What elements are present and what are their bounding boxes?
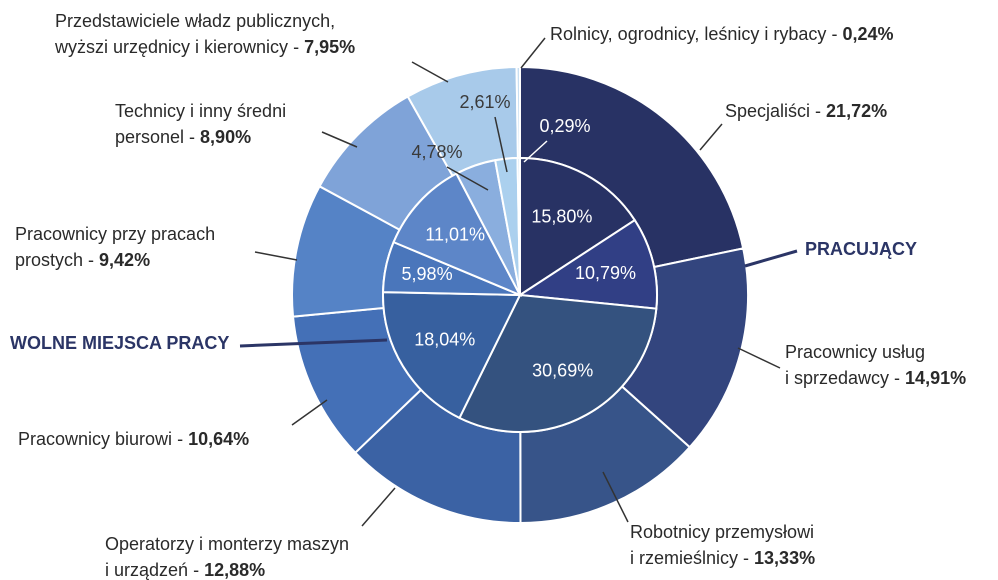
category-name: Rolnicy, ogrodnicy, leśnicy i rybacy bbox=[550, 24, 826, 44]
series-label: PRACUJĄCY bbox=[805, 239, 917, 259]
series-pointer bbox=[239, 338, 388, 348]
inner-value-label: 4,78% bbox=[411, 142, 462, 162]
separator: - bbox=[88, 250, 94, 270]
leader-line bbox=[737, 347, 781, 369]
inner-value-label: 10,79% bbox=[575, 263, 636, 283]
segment bbox=[392, 172, 523, 297]
category-line: Przedstawiciele władz publicznych, bbox=[55, 11, 335, 31]
inner-value-label: 11,01% bbox=[425, 224, 485, 244]
category-label: Specjaliści -21,72% bbox=[725, 101, 887, 121]
category-label: Pracownicy przy pracach prostych -9,42% bbox=[15, 224, 215, 270]
outer-value-label: 21,72% bbox=[826, 101, 887, 121]
category-name: Operatorzy i monterzy maszyn i urządzeń bbox=[105, 534, 349, 580]
separator: - bbox=[293, 37, 299, 57]
category-line: Pracownicy usług bbox=[785, 342, 925, 362]
inner-value-label: 30,69% bbox=[532, 361, 593, 381]
outer-value-label: 9,42% bbox=[99, 250, 150, 270]
inner-value-label: 5,98% bbox=[402, 264, 453, 284]
leader-line bbox=[520, 37, 546, 69]
leader-line bbox=[699, 123, 723, 151]
separator: - bbox=[894, 368, 900, 388]
category-label: Robotnicy przemysłowi i rzemieślnicy -13,3… bbox=[630, 522, 815, 568]
outer-value-label: 0,24% bbox=[842, 24, 893, 44]
leader-line bbox=[446, 166, 489, 191]
segment bbox=[519, 156, 637, 297]
category-name: Robotnicy przemysłowi i rzemieślnicy bbox=[630, 522, 814, 568]
outer-value-label: 7,95% bbox=[304, 37, 355, 57]
inner-value-label: 18,04% bbox=[414, 329, 475, 349]
category-label: Rolnicy, ogrodnicy, leśnicy i rybacy -0,2… bbox=[550, 24, 893, 44]
category-label: Technicy i inny średni personel -8,90% bbox=[115, 101, 286, 147]
leader-line bbox=[254, 251, 298, 261]
separator: - bbox=[831, 24, 837, 44]
category-line: Specjaliści bbox=[725, 101, 810, 121]
category-line: personel bbox=[115, 127, 184, 147]
separator: - bbox=[193, 560, 199, 580]
category-name: Specjaliści bbox=[725, 101, 810, 121]
segment bbox=[517, 218, 658, 310]
inner-value-label: 0,29% bbox=[539, 116, 590, 136]
outer-value-label: 13,33% bbox=[754, 548, 815, 568]
category-line: i urządzeń bbox=[105, 560, 188, 580]
category-line: Robotnicy przemysłowi bbox=[630, 522, 814, 542]
category-line: i sprzedawcy bbox=[785, 368, 889, 388]
leader-line bbox=[523, 140, 548, 163]
category-name: Przedstawiciele władz publicznych, wyższi… bbox=[54, 11, 335, 57]
inner-value-label: 2,61% bbox=[459, 92, 510, 112]
segment bbox=[458, 293, 658, 433]
segment bbox=[515, 65, 521, 160]
category-line: i rzemieślnicy bbox=[630, 548, 738, 568]
segment bbox=[382, 291, 522, 420]
category-line: Pracownicy biurowi bbox=[18, 429, 172, 449]
category-name: Technicy i inny średni personel bbox=[115, 101, 286, 147]
leader-line bbox=[411, 61, 449, 83]
category-label: Pracownicy biurowi -10,64% bbox=[18, 429, 249, 449]
separator: - bbox=[177, 429, 183, 449]
leader-line bbox=[291, 399, 328, 426]
category-line: Technicy i inny średni bbox=[115, 101, 286, 121]
leader-line bbox=[494, 116, 508, 173]
series-pointer bbox=[744, 249, 798, 268]
category-line: Rolnicy, ogrodnicy, leśnicy i rybacy bbox=[550, 24, 826, 44]
category-line: Pracownicy przy pracach bbox=[15, 224, 215, 244]
category-name: Pracownicy przy pracach prostych bbox=[15, 224, 215, 270]
series-label: WOLNE MIEJSCA PRACY bbox=[10, 333, 229, 353]
category-name: Pracownicy biurowi bbox=[18, 429, 172, 449]
category-line: Operatorzy i monterzy maszyn bbox=[105, 534, 349, 554]
separator: - bbox=[743, 548, 749, 568]
outer-value-label: 10,64% bbox=[188, 429, 249, 449]
outer-value-label: 14,91% bbox=[905, 368, 966, 388]
category-line: wyższi urzędnicy i kierownicy bbox=[54, 37, 288, 57]
category-label: Przedstawiciele władz publicznych, wyższi… bbox=[54, 11, 355, 57]
inner-value-label: 15,80% bbox=[531, 206, 592, 226]
category-label: Operatorzy i monterzy maszyn i urządzeń -1… bbox=[105, 534, 349, 580]
outer-value-label: 8,90% bbox=[200, 127, 251, 147]
leader-line bbox=[321, 131, 358, 148]
category-line: prostych bbox=[15, 250, 83, 270]
segment bbox=[516, 156, 521, 296]
leader-line bbox=[361, 487, 396, 527]
category-name: Pracownicy usług i sprzedawcy bbox=[785, 342, 925, 388]
outer-value-label: 12,88% bbox=[204, 560, 265, 580]
category-label: Pracownicy usług i sprzedawcy -14,91% bbox=[785, 342, 966, 388]
separator: - bbox=[189, 127, 195, 147]
leader-line bbox=[602, 471, 629, 523]
separator: - bbox=[815, 101, 821, 121]
